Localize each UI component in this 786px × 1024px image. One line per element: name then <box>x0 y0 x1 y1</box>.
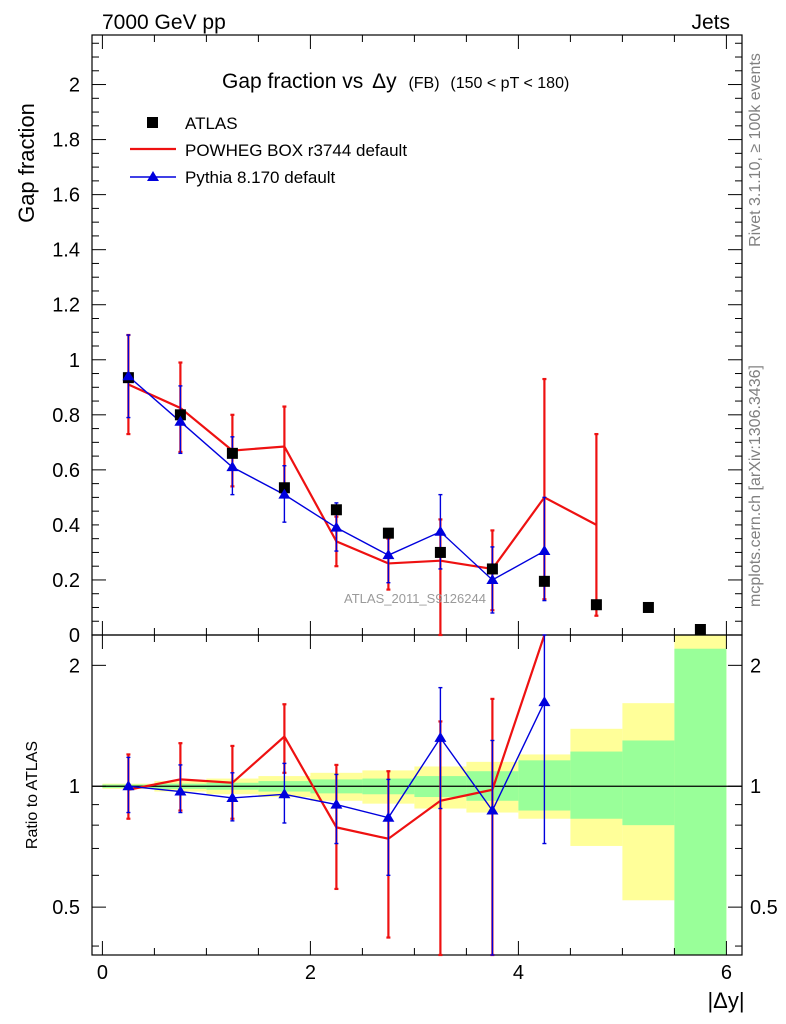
pythia-ratio-marker <box>174 785 187 796</box>
analysis-watermark: ATLAS_2011_S9126244 <box>344 591 486 606</box>
chart-title-main: Gap fraction vs <box>222 70 363 93</box>
ratio-tick-label-right: 0.5 <box>750 897 778 919</box>
x-tick-label: 2 <box>305 962 316 984</box>
inner-band-bin <box>674 648 727 955</box>
pythia-ratio-marker <box>486 804 499 815</box>
atlas-data-point <box>278 482 290 494</box>
ratio-tick-label-right: 1 <box>750 776 761 798</box>
mcplots-reference-label: mcplots.cern.ch [arXiv:1306.3436] <box>747 365 764 607</box>
pythia-marker <box>122 370 135 381</box>
pythia-marker <box>330 521 343 532</box>
chart-title-sub2: (150 < pT < 180) <box>450 75 569 92</box>
atlas-data-point <box>538 575 550 587</box>
atlas-data-point <box>226 447 238 459</box>
pythia-ratio-marker <box>382 811 395 822</box>
legend-atlas-label: ATLAS <box>185 114 238 133</box>
y-tick-label: 1.2 <box>52 295 80 317</box>
pythia-ratio-marker <box>330 798 343 809</box>
legend-atlas-marker <box>147 117 158 128</box>
pythia-ratio-marker <box>226 791 239 802</box>
ratio-plot-frame <box>91 634 743 956</box>
y-tick-label: 2 <box>69 75 80 97</box>
x-tick-label: 6 <box>721 962 732 984</box>
pythia-ratio-marker <box>278 788 291 799</box>
inner-band-bin <box>570 751 623 819</box>
chart-title-variable: Δy <box>372 70 397 93</box>
atlas-data-point <box>434 546 446 558</box>
pythia-ratio-marker <box>122 780 135 791</box>
pythia-ratio-marker <box>538 696 551 707</box>
pythia-ratio-marker <box>434 731 447 742</box>
pythia-marker <box>434 525 447 536</box>
ratio-tick-label-right: 2 <box>750 655 761 677</box>
legend: ATLAS POWHEG BOX r3744 default Pythia 8.… <box>130 114 407 187</box>
pythia-marker <box>278 488 291 499</box>
chart-title-sub1: (FB) <box>408 75 439 92</box>
atlas-data-point <box>590 599 602 611</box>
pythia-marker <box>226 461 239 472</box>
powheg-line <box>127 383 597 571</box>
legend-pythia-label: Pythia 8.170 default <box>185 168 336 187</box>
header-left: 7000 GeV pp <box>102 11 226 34</box>
header-right: Jets <box>691 11 730 34</box>
y-tick-label: 1 <box>69 350 80 372</box>
pythia-marker <box>486 573 499 584</box>
rivet-version-label: Rivet 3.1.10, ≥ 100k events <box>747 53 764 247</box>
x-tick-label: 4 <box>513 962 524 984</box>
pythia-marker <box>382 549 395 560</box>
pythia-marker <box>538 545 551 556</box>
legend-powheg-label: POWHEG BOX r3744 default <box>185 141 407 160</box>
y-axis-label: Gap fraction <box>14 103 39 223</box>
y-tick-label: 0.6 <box>52 460 80 482</box>
ratio-tick-label: 0.5 <box>52 897 80 919</box>
y-tick-label: 0.2 <box>52 570 80 592</box>
y-tick-label: 0.4 <box>52 515 80 537</box>
y-tick-label: 0 <box>69 625 80 647</box>
ratio-y-axis-label: Ratio to ATLAS <box>24 741 41 849</box>
atlas-data-point <box>174 409 186 421</box>
atlas-data-point <box>330 504 342 516</box>
y-tick-label: 1.4 <box>52 240 80 262</box>
atlas-data-point <box>382 527 394 539</box>
pythia-marker <box>174 415 187 426</box>
y-tick-label: 1.8 <box>52 130 80 152</box>
x-tick-label: 0 <box>97 962 108 984</box>
y-tick-label: 1.6 <box>52 185 80 207</box>
atlas-data-point <box>694 623 706 635</box>
y-tick-label: 0.8 <box>52 405 80 427</box>
atlas-data-point <box>486 563 498 575</box>
ratio-tick-label: 1 <box>69 776 80 798</box>
ratio-tick-label: 2 <box>69 655 80 677</box>
legend-pythia-marker <box>147 171 159 181</box>
inner-band-bin <box>622 740 675 826</box>
x-axis-label: |Δy| <box>707 988 744 1013</box>
atlas-data-point <box>642 601 654 613</box>
chart-title: Gap fraction vs Δy (FB) (150 < pT < 180) <box>222 70 569 93</box>
